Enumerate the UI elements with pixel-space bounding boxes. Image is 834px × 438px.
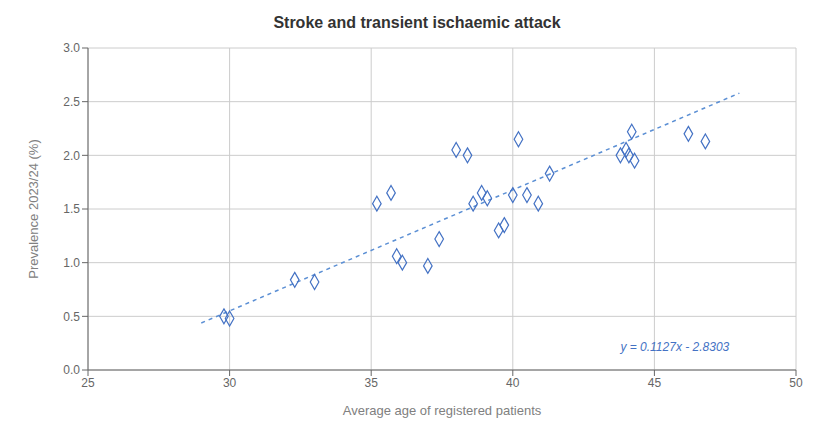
svg-text:2.5: 2.5: [63, 95, 80, 109]
svg-text:y = 0.1127x - 2.8303: y = 0.1127x - 2.8303: [619, 340, 729, 354]
svg-text:Prevalence 2023/24 (%): Prevalence 2023/24 (%): [26, 139, 41, 278]
svg-text:3.0: 3.0: [63, 41, 80, 55]
svg-text:35: 35: [365, 376, 379, 390]
html-text:Stroke and transient ischaemic: Stroke and transient ischaemic attack: [273, 14, 561, 31]
svg-text:50: 50: [789, 376, 803, 390]
svg-text:Average age of registered pati: Average age of registered patients: [343, 403, 542, 418]
svg-text:0.0: 0.0: [63, 363, 80, 377]
svg-text:45: 45: [648, 376, 662, 390]
svg-text:0.5: 0.5: [63, 310, 80, 324]
svg-text:2.0: 2.0: [63, 149, 80, 163]
svg-text:40: 40: [506, 376, 520, 390]
svg-text:25: 25: [81, 376, 95, 390]
svg-text:30: 30: [223, 376, 237, 390]
svg-text:1.5: 1.5: [63, 202, 80, 216]
svg-text:1.0: 1.0: [63, 256, 80, 270]
